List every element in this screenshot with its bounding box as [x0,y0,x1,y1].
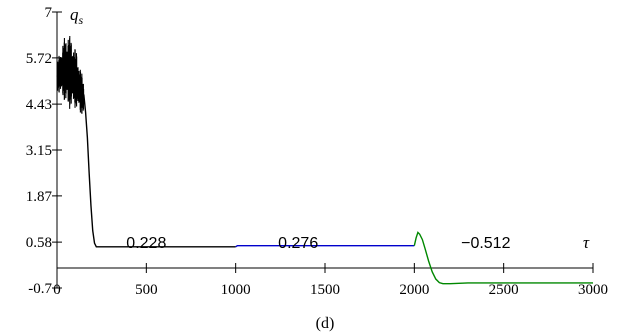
x-axis-label: τ [583,233,590,252]
y-axis-label: qs [70,5,84,27]
x-tick-label-500: 500 [135,282,158,298]
series-level [235,245,415,248]
series-transient [413,231,593,285]
x-tick-label-3000: 3000 [578,282,608,298]
y-tick-label-4: 1.87 [26,189,53,205]
y-tick-label-6: -0.7 [28,281,52,297]
x-tick-label-0: 0 [53,282,61,298]
y-tick-label-5: 0.58 [26,235,52,251]
x-tick-label-1500: 1500 [310,282,340,298]
y-tick-label-2: 4.43 [26,97,52,113]
x-tick-label-1000: 1000 [221,282,251,298]
figure-caption: (d) [316,315,335,332]
y-tick-label-0: 7 [45,5,53,21]
x-tick-label-2500: 2500 [489,282,519,298]
ticks: 0 500 1000 1500 2000 2500 3000 7 5.72 4.43 3.15 1.8… [26,5,608,298]
labels: 0.228 0.276 −0.512 τ qs (d) [70,5,590,332]
y-tick-label-1: 5.72 [26,51,52,67]
y-tick-label-3: 3.15 [26,143,52,159]
annotation-2: 0.276 [278,235,318,252]
annotation-1: 0.228 [126,235,166,252]
annotation-3: −0.512 [461,235,510,252]
series-oscillation [56,35,85,114]
x-tick-label-2000: 2000 [399,282,429,298]
series [56,35,593,285]
series-decay [83,94,236,248]
